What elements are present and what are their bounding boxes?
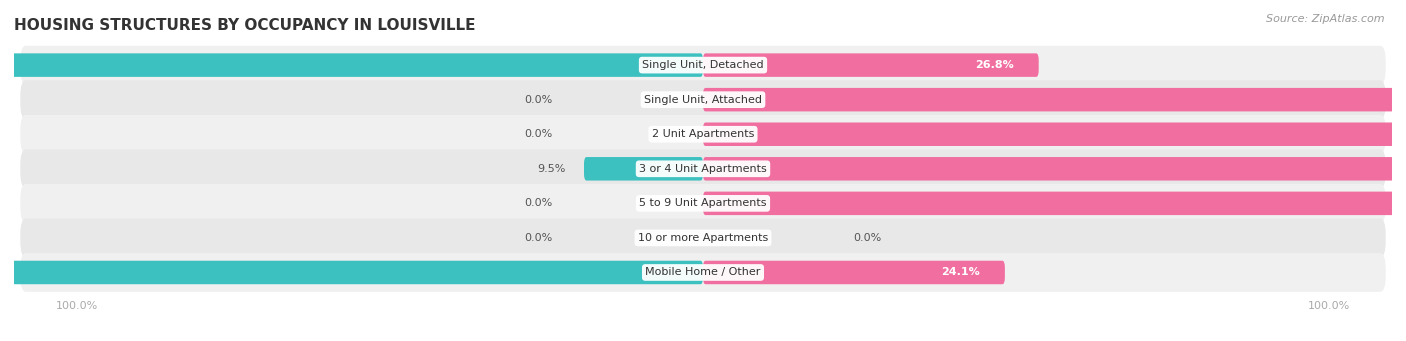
Text: 10 or more Apartments: 10 or more Apartments xyxy=(638,233,768,243)
Text: Mobile Home / Other: Mobile Home / Other xyxy=(645,267,761,278)
Text: 0.0%: 0.0% xyxy=(524,129,553,139)
Text: 3 or 4 Unit Apartments: 3 or 4 Unit Apartments xyxy=(640,164,766,174)
Text: 0.0%: 0.0% xyxy=(524,95,553,105)
FancyBboxPatch shape xyxy=(0,53,703,77)
Text: Single Unit, Attached: Single Unit, Attached xyxy=(644,95,762,105)
FancyBboxPatch shape xyxy=(20,219,1386,257)
FancyBboxPatch shape xyxy=(0,261,703,284)
Text: 2 Unit Apartments: 2 Unit Apartments xyxy=(652,129,754,139)
FancyBboxPatch shape xyxy=(20,46,1386,85)
Text: Single Unit, Detached: Single Unit, Detached xyxy=(643,60,763,70)
Text: 5 to 9 Unit Apartments: 5 to 9 Unit Apartments xyxy=(640,198,766,208)
FancyBboxPatch shape xyxy=(703,53,1039,77)
FancyBboxPatch shape xyxy=(20,184,1386,223)
FancyBboxPatch shape xyxy=(583,157,703,180)
Text: 0.0%: 0.0% xyxy=(853,233,882,243)
Text: 0.0%: 0.0% xyxy=(524,198,553,208)
Text: HOUSING STRUCTURES BY OCCUPANCY IN LOUISVILLE: HOUSING STRUCTURES BY OCCUPANCY IN LOUIS… xyxy=(14,18,475,33)
Text: 26.8%: 26.8% xyxy=(974,60,1014,70)
FancyBboxPatch shape xyxy=(20,253,1386,292)
FancyBboxPatch shape xyxy=(703,88,1406,112)
FancyBboxPatch shape xyxy=(20,115,1386,153)
Text: 0.0%: 0.0% xyxy=(524,233,553,243)
FancyBboxPatch shape xyxy=(703,261,1005,284)
FancyBboxPatch shape xyxy=(703,157,1406,180)
Text: 24.1%: 24.1% xyxy=(941,267,980,278)
FancyBboxPatch shape xyxy=(20,149,1386,188)
Text: 9.5%: 9.5% xyxy=(537,164,565,174)
FancyBboxPatch shape xyxy=(703,122,1406,146)
Text: Source: ZipAtlas.com: Source: ZipAtlas.com xyxy=(1267,14,1385,24)
FancyBboxPatch shape xyxy=(20,80,1386,119)
FancyBboxPatch shape xyxy=(703,192,1406,215)
